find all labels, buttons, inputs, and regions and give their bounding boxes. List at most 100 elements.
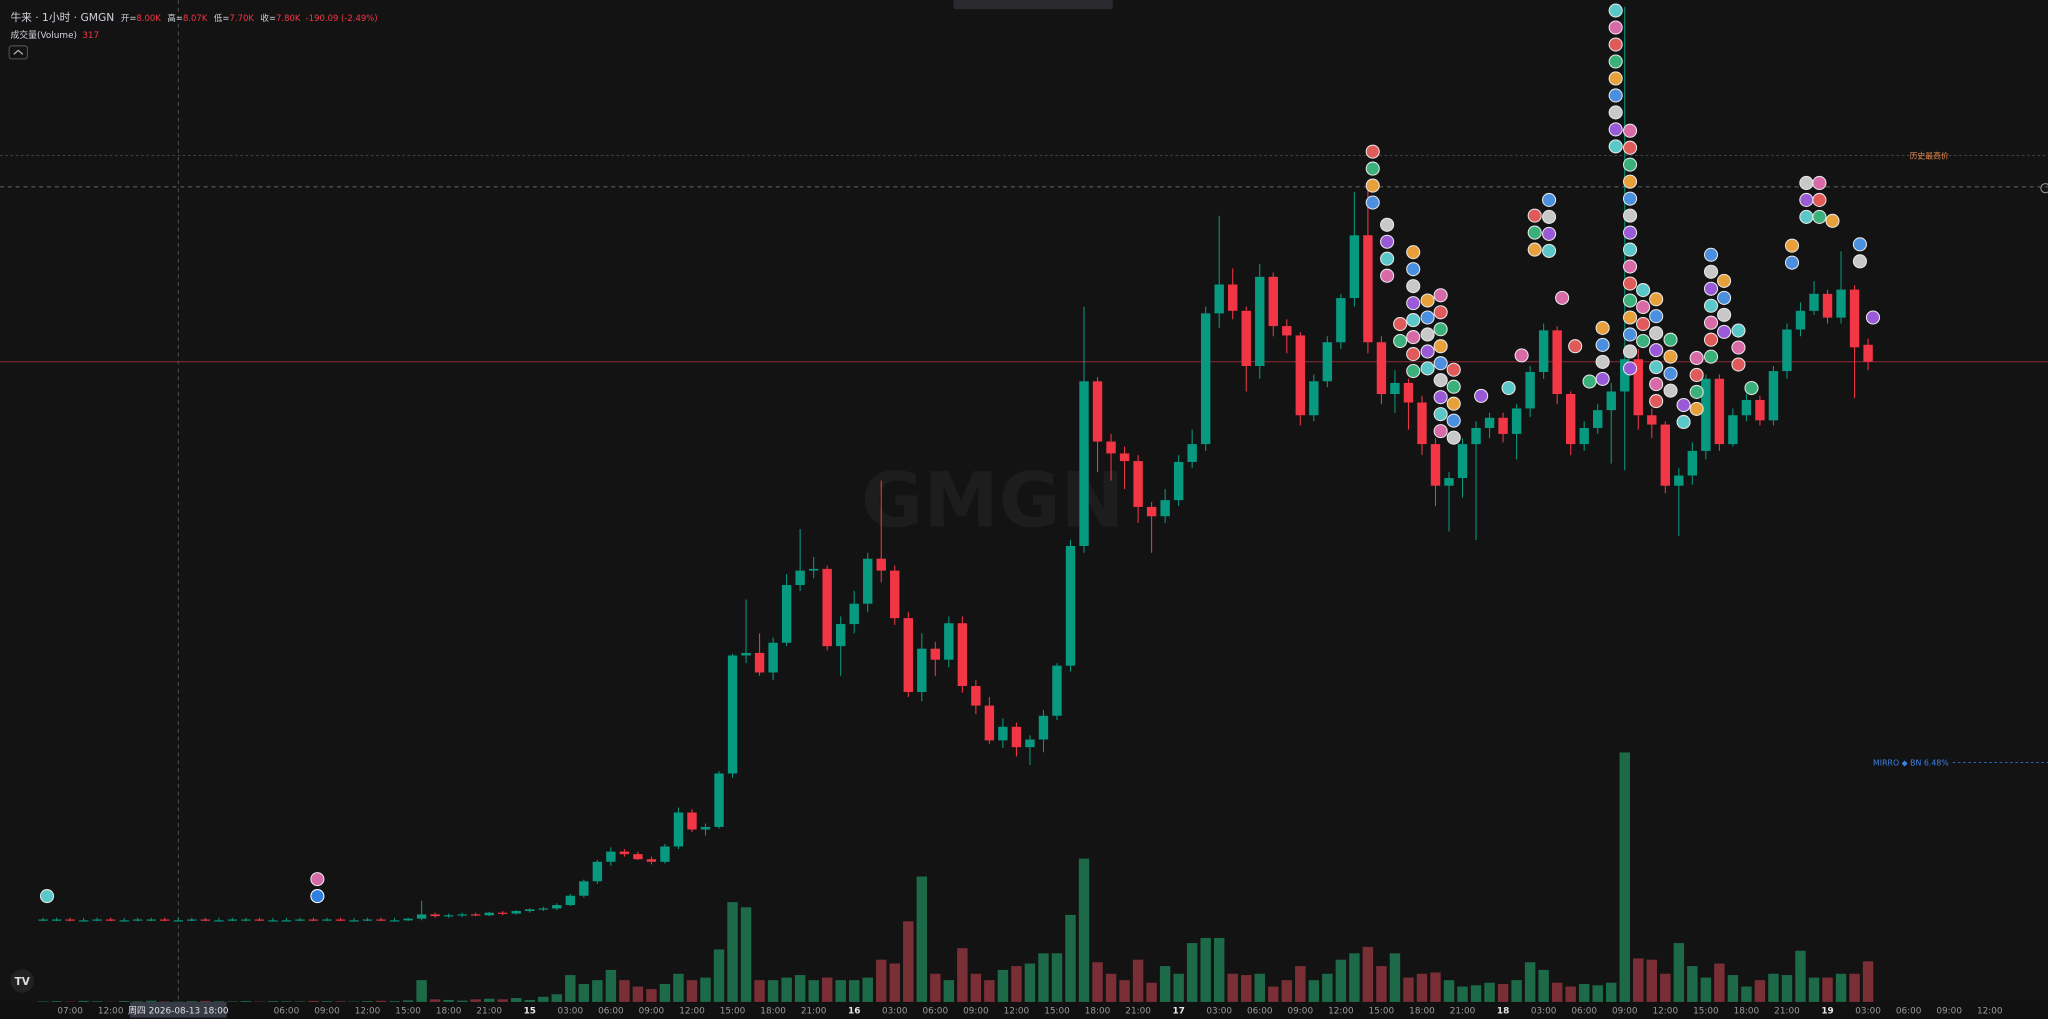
volume-bar [186, 1001, 198, 1002]
x-tick-label: 06:00 [1896, 1007, 1922, 1017]
volume-bar [619, 980, 630, 1002]
trader-avatar [1514, 348, 1529, 363]
candle-body [200, 919, 211, 921]
volume-bar [1011, 966, 1022, 1002]
volume-bar [1606, 982, 1617, 1002]
volume-bar [1389, 953, 1401, 1002]
candle-body [308, 919, 319, 921]
volume-bar [1687, 966, 1698, 1002]
candle-body [957, 623, 968, 687]
volume-bar [1673, 943, 1685, 1002]
x-tick-label: 21:00 [1774, 1007, 1800, 1017]
candle-body [646, 859, 657, 862]
trader-avatar [1744, 380, 1759, 396]
tv-logo[interactable] [10, 969, 34, 993]
trader-avatar [1865, 310, 1881, 325]
x-tick-label: 18:00 [1085, 1007, 1111, 1017]
trader-avatar [1649, 394, 1664, 409]
candle-body [1417, 402, 1427, 445]
x-tick-label: 03:00 [1206, 1007, 1232, 1017]
volume-bar [362, 1001, 373, 1002]
ohlc-value: 8.00K [136, 13, 161, 23]
candle-body [849, 603, 859, 625]
volume-bar [1092, 962, 1103, 1002]
candle-body [619, 851, 630, 855]
trader-avatar [1812, 175, 1827, 191]
volume-bar [1119, 980, 1130, 1002]
trader-avatar [1446, 413, 1461, 428]
volume-bar [754, 980, 765, 1002]
trader-avatar [1703, 332, 1719, 347]
trader-avatar [1717, 290, 1732, 305]
x-tick-label: 12:00 [679, 1007, 705, 1017]
candle-body [457, 914, 467, 916]
volume-bar [1862, 961, 1874, 1002]
trader-avatar [1622, 242, 1638, 257]
trader-avatar [1717, 273, 1732, 288]
volume-bar [1065, 914, 1076, 1002]
collapse-button[interactable] [8, 45, 28, 60]
edge-icon[interactable] [2040, 183, 2048, 194]
candle-body [376, 919, 386, 921]
candle-body [1660, 424, 1671, 486]
volume-bar [970, 973, 982, 1002]
x-tick-label: 15:00 [1044, 1007, 1070, 1017]
volume-bar [1241, 975, 1252, 1002]
volume-bar [1457, 986, 1468, 1002]
volume-bar [821, 977, 833, 1002]
volume-bar [781, 977, 792, 1002]
volume-bar [429, 999, 441, 1002]
volume-bar [889, 963, 900, 1002]
trader-avatar [1406, 296, 1421, 311]
candle-body [1106, 441, 1116, 454]
ath-label: 历史最高价 [1910, 151, 1949, 161]
volume-bar [1511, 980, 1522, 1002]
trader-avatar [1406, 279, 1421, 294]
trader-avatar [1527, 242, 1542, 257]
volume-bar [159, 1001, 170, 1002]
candle-body [1444, 478, 1454, 486]
volume-bar [1443, 980, 1455, 1002]
x-tick-label: 21:00 [476, 1007, 502, 1017]
trader-avatar [1608, 54, 1623, 69]
trader-avatar [1663, 366, 1678, 381]
volume-bar [1024, 963, 1036, 1002]
volume-bar [1781, 975, 1793, 1002]
x-tick-label: 15:00 [720, 1007, 746, 1017]
candle-body [160, 919, 170, 921]
trader-avatar [1393, 333, 1408, 349]
candle-body [1809, 293, 1819, 311]
candle-body [1755, 399, 1765, 421]
volume-bar [1159, 966, 1171, 1002]
candle-body [1363, 235, 1373, 343]
trader-avatar [1433, 356, 1448, 371]
volume-bar [1362, 946, 1374, 1002]
volume-bar [997, 969, 1009, 1002]
candle-body [1795, 310, 1806, 330]
trader-avatar [1608, 3, 1623, 18]
trader-avatar [1812, 209, 1827, 224]
top-banner[interactable] [953, 0, 1113, 10]
volume-bar [1714, 963, 1725, 1002]
volume-bar [1173, 973, 1184, 1002]
candle-body [268, 920, 278, 922]
volume-bar [808, 980, 819, 1002]
candle-body [1863, 344, 1873, 362]
volume-bar [146, 1000, 157, 1002]
candle-body [443, 915, 454, 917]
header: 牛来 · 1小时 · GMGN 开=8.00K 高=8.07K 低=7.70K 收=7.… [10, 11, 377, 24]
volume-bar [1470, 985, 1482, 1002]
volume-bar [1200, 937, 1211, 1002]
volume-bar [1254, 973, 1265, 1002]
volume-bar [1660, 973, 1671, 1002]
volume-bar [1646, 959, 1658, 1002]
volume-bar [1213, 937, 1225, 1002]
candle-body [890, 570, 900, 619]
candle-body [1430, 444, 1441, 486]
trader-avatar [1608, 88, 1623, 103]
volume-bar [1038, 953, 1049, 1002]
trader-avatar [1663, 383, 1678, 398]
trader-avatar [1420, 293, 1435, 308]
trader-avatar [1689, 384, 1704, 400]
